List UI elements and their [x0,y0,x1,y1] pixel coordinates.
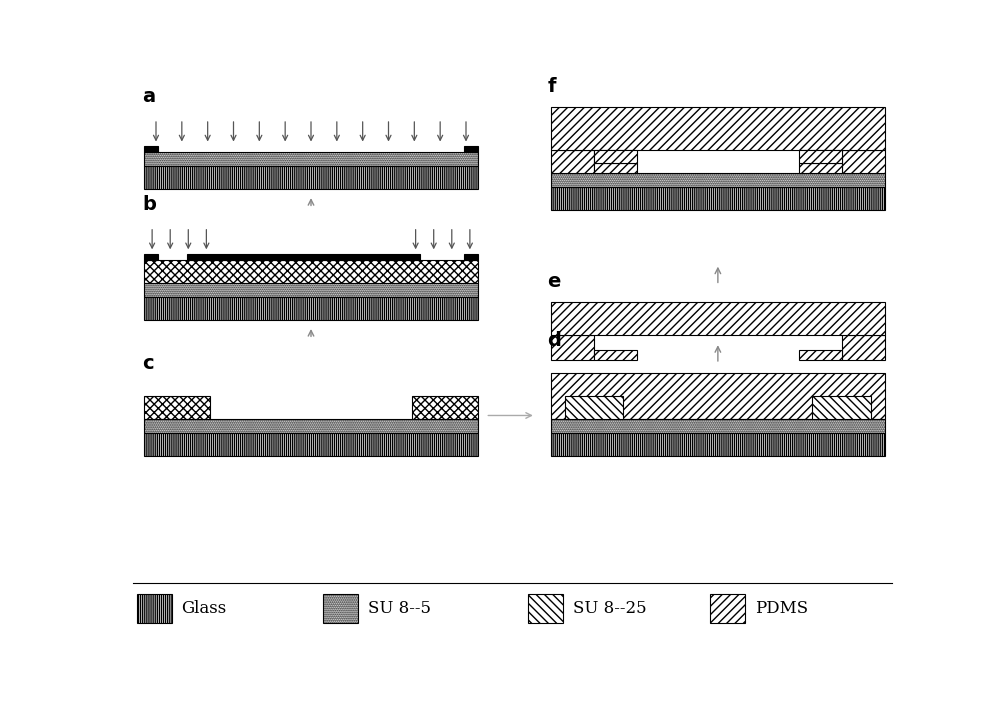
Bar [594,150,637,163]
Bar [551,187,885,210]
Bar [528,594,563,624]
Bar [187,253,420,260]
Bar [551,173,885,187]
Bar [144,166,478,189]
Text: SU 8--25: SU 8--25 [573,600,647,617]
Bar [144,433,478,456]
Bar [137,594,172,624]
Bar [144,396,210,420]
Bar [551,420,885,433]
Bar [144,297,478,320]
Bar [464,253,478,260]
Text: d: d [547,331,561,350]
Bar [565,396,623,420]
Text: f: f [547,77,556,96]
Text: e: e [547,272,561,291]
Text: a: a [142,87,155,106]
Text: PDMS: PDMS [755,600,808,617]
Bar [144,420,478,433]
Bar [594,350,637,360]
Bar [412,396,478,420]
Bar [799,150,842,163]
Bar [144,152,478,166]
Bar [551,302,885,335]
Bar [144,283,478,297]
Bar [144,253,158,260]
Bar [842,150,885,173]
Bar [551,107,885,150]
Bar [464,146,478,152]
Text: b: b [142,195,156,214]
Bar [812,396,871,420]
Bar [594,163,637,173]
Bar [551,335,594,360]
Bar [799,350,842,360]
Bar [842,335,885,360]
Text: c: c [142,354,154,373]
Bar [551,373,885,420]
Bar [799,163,842,173]
Bar [323,594,358,624]
Bar [144,146,158,152]
Text: SU 8--5: SU 8--5 [368,600,431,617]
Bar [144,260,478,283]
Bar [551,150,594,173]
Text: Glass: Glass [182,600,227,617]
Bar [551,433,885,456]
Bar [710,594,745,624]
